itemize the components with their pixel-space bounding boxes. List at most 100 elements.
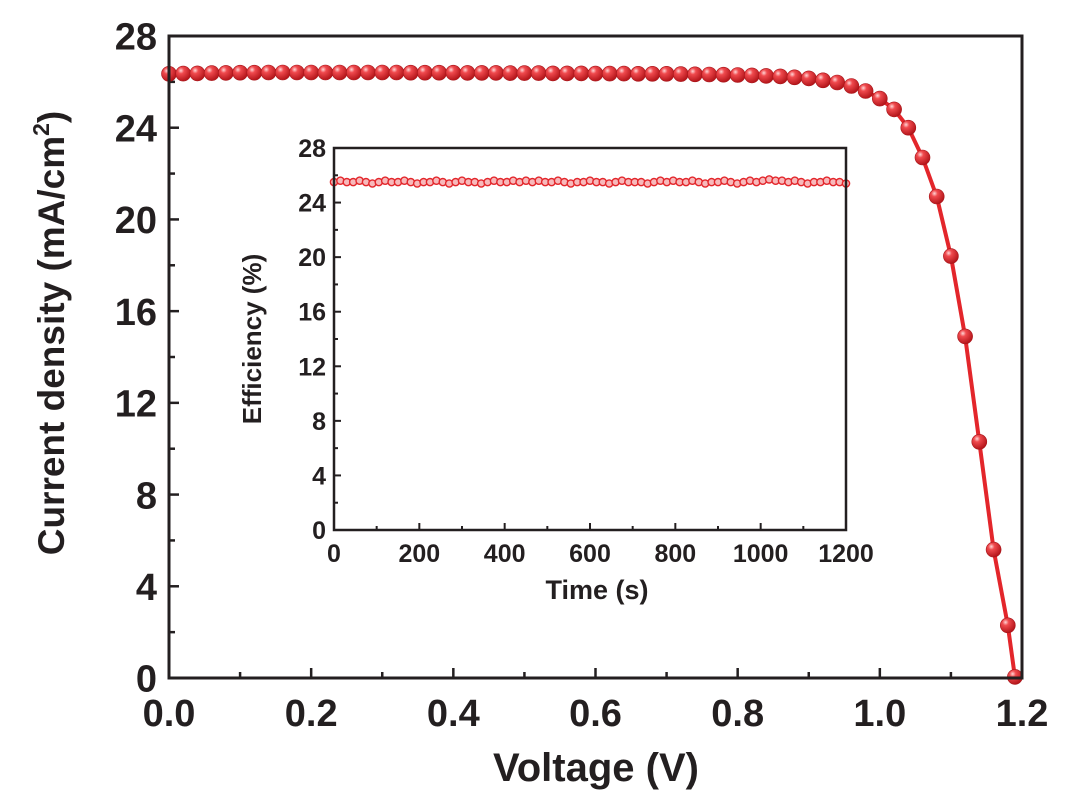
data-point xyxy=(473,65,490,81)
data-point xyxy=(843,78,860,94)
y-tick-label: 20 xyxy=(115,200,157,242)
data-point xyxy=(829,74,846,91)
data-point xyxy=(601,65,618,82)
data-point xyxy=(559,65,575,82)
data-point xyxy=(374,64,391,81)
data-point xyxy=(417,64,433,81)
y-tick-label: 24 xyxy=(115,108,157,150)
inset-series-markers xyxy=(329,175,851,188)
data-point xyxy=(274,64,291,81)
y-tick-label: 16 xyxy=(298,299,326,327)
y-tick-label: 28 xyxy=(298,135,326,163)
y-tick-label: 0 xyxy=(312,517,326,545)
data-point xyxy=(431,64,447,81)
data-point xyxy=(175,65,191,82)
x-tick-label: 0.0 xyxy=(143,693,196,735)
inset-background xyxy=(334,148,846,530)
y-tick-label: 4 xyxy=(136,567,157,609)
y-tick-label: 4 xyxy=(312,462,326,490)
data-point xyxy=(445,64,462,81)
main-y-tick-labels: 0 4 8 12 16 20 24 28 xyxy=(115,17,157,701)
data-point xyxy=(189,65,206,82)
data-point xyxy=(246,64,263,81)
inset-y-tick-labels: 0 4 8 12 16 20 24 28 xyxy=(298,135,326,545)
y-tick-label: 8 xyxy=(312,408,326,436)
data-point xyxy=(943,248,959,264)
data-point xyxy=(729,67,746,83)
y-tick-label: 24 xyxy=(298,190,326,218)
main-x-axis-title: Voltage (V) xyxy=(493,746,699,790)
y-tick-label: 12 xyxy=(298,353,326,381)
data-point xyxy=(203,65,220,81)
x-tick-label: 0.4 xyxy=(427,693,480,735)
main-y-axis-title: Current density (mA/cm2) xyxy=(28,111,72,556)
data-point xyxy=(630,66,647,82)
data-point xyxy=(516,65,533,81)
data-point xyxy=(985,541,1002,558)
y-tick-label: 0 xyxy=(136,659,157,701)
x-tick-label: 0.8 xyxy=(711,693,764,735)
main-x-tick-labels: 0.0 0.2 0.4 0.6 0.8 1.0 1.2 xyxy=(143,693,1049,735)
data-point xyxy=(914,149,931,166)
data-point xyxy=(545,65,561,82)
data-point xyxy=(317,64,334,81)
data-point xyxy=(530,65,547,81)
data-point xyxy=(289,64,305,81)
data-point xyxy=(701,66,718,83)
data-point xyxy=(815,72,831,89)
x-tick-label: 800 xyxy=(654,540,696,568)
data-point xyxy=(459,65,476,81)
x-tick-label: 1.2 xyxy=(996,693,1049,735)
data-point xyxy=(402,64,419,81)
data-point xyxy=(928,188,945,205)
data-point xyxy=(218,65,234,81)
x-tick-label: 0.6 xyxy=(569,693,622,735)
data-point xyxy=(345,64,362,81)
inset-y-axis-title: Efficiency (%) xyxy=(237,254,267,425)
data-point xyxy=(687,66,703,83)
x-tick-label: 600 xyxy=(569,540,611,568)
inset-plot-frame xyxy=(332,146,848,532)
inset-x-tick-labels: 0 200 400 600 800 1000 1200 xyxy=(327,540,874,568)
y-tick-label: 28 xyxy=(115,17,157,59)
inset-x-axis-title: Time (s) xyxy=(545,575,648,605)
data-point xyxy=(857,83,874,99)
data-point xyxy=(786,69,803,86)
data-point xyxy=(232,64,248,81)
main-plot-frame xyxy=(167,34,1024,680)
data-point xyxy=(502,65,519,81)
x-tick-label: 1.0 xyxy=(853,693,906,735)
data-point xyxy=(260,64,277,81)
x-tick-label: 1200 xyxy=(818,540,874,568)
data-point xyxy=(587,65,604,82)
y-tick-label: 16 xyxy=(115,292,157,334)
data-point xyxy=(900,119,917,136)
data-point xyxy=(303,64,320,81)
inset-plot: 0 200 400 600 800 1000 1200 0 4 8 12 16 20 24 28 Time… xyxy=(237,135,874,605)
x-tick-label: 0.2 xyxy=(285,693,338,735)
data-point xyxy=(488,65,504,81)
x-tick-label: 200 xyxy=(398,540,440,568)
x-tick-label: 0 xyxy=(327,540,341,568)
data-point xyxy=(999,617,1016,634)
main-y-axis-title-superscript: 2 xyxy=(28,123,54,136)
x-tick-label: 400 xyxy=(484,540,526,568)
data-point xyxy=(388,64,405,81)
data-point xyxy=(715,66,732,83)
x-tick-label: 1000 xyxy=(733,540,789,568)
y-tick-label: 12 xyxy=(115,384,157,426)
data-point xyxy=(360,64,376,81)
data-point xyxy=(800,70,817,87)
data-point xyxy=(971,433,988,450)
y-tick-label: 20 xyxy=(298,244,326,272)
data-point xyxy=(957,328,973,345)
main-series-markers xyxy=(161,64,1023,685)
data-point xyxy=(573,65,590,82)
data-point xyxy=(616,65,632,82)
data-point xyxy=(644,66,661,82)
data-point xyxy=(772,68,789,85)
data-point xyxy=(886,101,902,118)
data-point xyxy=(744,67,760,84)
